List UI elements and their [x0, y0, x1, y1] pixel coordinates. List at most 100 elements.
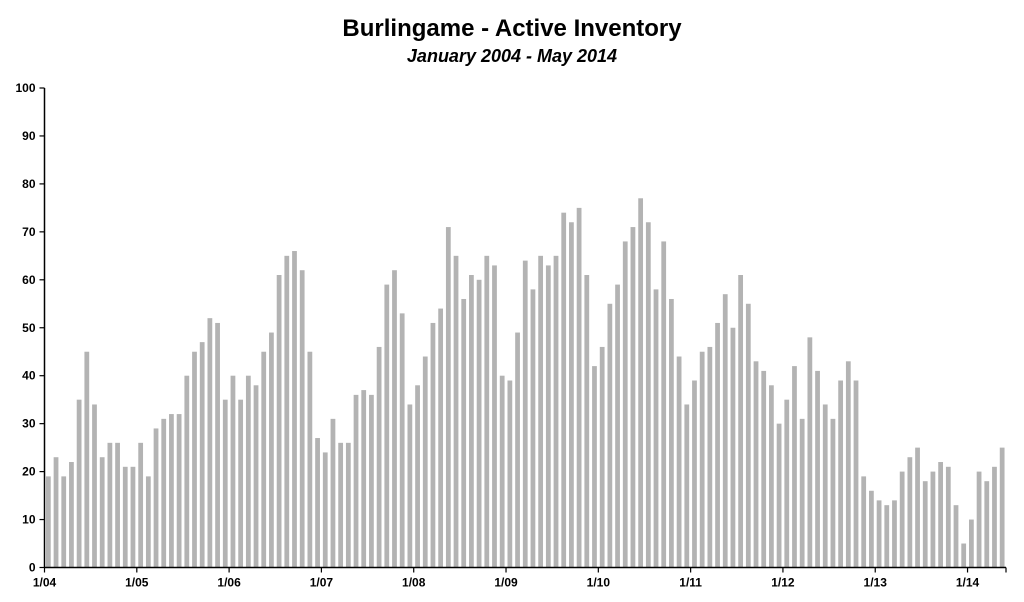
bar-5/05: [169, 414, 174, 568]
bar-10/08: [484, 255, 490, 568]
bar-3/04: [61, 476, 67, 568]
bar-5/08: [445, 227, 451, 568]
bar-2/12: [792, 366, 797, 568]
bar-2/07: [330, 418, 336, 568]
bar-6/13: [915, 447, 920, 568]
bar-6/07: [361, 390, 367, 568]
bar-12/07: [407, 404, 413, 568]
bar-9/11: [753, 361, 759, 568]
bar-7/10: [645, 222, 651, 568]
bar-9/09: [569, 222, 574, 568]
bar-5/10: [630, 227, 636, 568]
bar-11/07: [399, 313, 405, 568]
bar-10/10: [669, 298, 674, 568]
bar-4/08: [438, 308, 444, 568]
bar-1/12: [784, 399, 790, 568]
bar-12/10: [684, 404, 690, 568]
bar-6/10: [638, 198, 644, 568]
bar-6/09: [545, 265, 551, 568]
bar-1/08: [415, 385, 420, 568]
bar-3/09: [522, 260, 528, 568]
bar-10/06: [299, 270, 305, 568]
bar-3/14: [984, 481, 990, 568]
y-tick-label: 100: [15, 81, 35, 95]
bar-1/09: [507, 380, 513, 568]
bar-8/09: [561, 212, 567, 568]
bar-9/05: [199, 342, 205, 568]
x-tick-label: 1/12: [771, 576, 795, 590]
bar-10/05: [207, 318, 213, 568]
bar-11/12: [861, 476, 867, 568]
x-tick-label: 1/13: [864, 576, 888, 590]
bar-10/12: [853, 380, 859, 568]
bar-8/10: [653, 289, 659, 568]
bar-6/12: [822, 404, 828, 568]
bar-11/06: [307, 351, 313, 568]
bar-7/12: [830, 418, 836, 568]
bar-4/06: [253, 385, 259, 568]
bar-12/13: [961, 543, 967, 568]
bar-10/11: [761, 370, 767, 568]
bar-4/09: [530, 289, 536, 568]
bar-1/13: [876, 500, 882, 568]
chart-subtitle: January 2004 - May 2014: [406, 46, 618, 66]
bar-1/14: [969, 519, 974, 568]
bar-4/04: [69, 462, 74, 568]
bar-3/10: [615, 284, 620, 568]
bar-11/05: [215, 322, 220, 568]
bar-8/07: [376, 346, 382, 568]
bar-4/12: [807, 337, 813, 568]
bar-5/09: [538, 255, 544, 568]
bar-4/14: [992, 466, 997, 568]
y-tick-label: 70: [22, 225, 36, 239]
bar-8/05: [192, 351, 197, 568]
bar-7/07: [369, 394, 374, 568]
x-tick-label: 1/11: [679, 576, 702, 590]
bar-12/09: [592, 366, 597, 568]
bar-11/11: [769, 385, 774, 568]
bar-series: [45, 198, 1005, 568]
bar-1/10: [599, 346, 605, 568]
x-tick-label: 1/14: [956, 576, 980, 590]
bar-8/08: [469, 275, 474, 568]
bar-7/09: [553, 255, 559, 568]
bar-8/11: [745, 303, 751, 568]
bar-3/12: [799, 418, 805, 568]
bar-9/12: [845, 361, 851, 568]
bar-4/07: [345, 442, 351, 568]
bar-2/10: [607, 303, 613, 568]
y-axis: 0 10 20 30 40 50 60 70 80 90 100: [15, 81, 46, 575]
y-tick-label: 40: [22, 369, 36, 383]
x-tick-label: 1/04: [33, 576, 57, 590]
bar-3/11: [707, 346, 713, 568]
bar-12/06: [315, 438, 320, 568]
bar-6/08: [453, 255, 459, 568]
bar-7/04: [92, 404, 97, 568]
bar-12/11: [776, 423, 782, 568]
bar-12/05: [222, 399, 228, 568]
bar-3/06: [245, 375, 251, 568]
bar-6/11: [730, 327, 736, 568]
bar-6/06: [269, 332, 274, 568]
bar-2/04: [53, 457, 59, 568]
bar-6/05: [176, 414, 182, 568]
y-tick-label: 20: [22, 465, 36, 479]
bar-4/11: [715, 322, 720, 568]
bar-6/04: [84, 351, 90, 568]
y-tick-label: 30: [22, 417, 36, 431]
bar-9/07: [384, 284, 390, 568]
bar-7/08: [461, 298, 467, 568]
bar-5/11: [722, 294, 728, 568]
bar-3/05: [153, 428, 159, 568]
bar-3/13: [892, 500, 897, 568]
bar-5/07: [353, 394, 359, 568]
bar-4/10: [622, 241, 628, 568]
y-tick-label: 0: [29, 561, 36, 575]
bar-5/14: [999, 447, 1005, 568]
bar-7/05: [184, 375, 190, 568]
bar-4/13: [899, 471, 905, 568]
x-tick-label: 1/07: [310, 576, 334, 590]
bar-2/08: [422, 356, 428, 568]
bar-9/13: [938, 462, 943, 568]
x-tick-label: 1/05: [125, 576, 149, 590]
